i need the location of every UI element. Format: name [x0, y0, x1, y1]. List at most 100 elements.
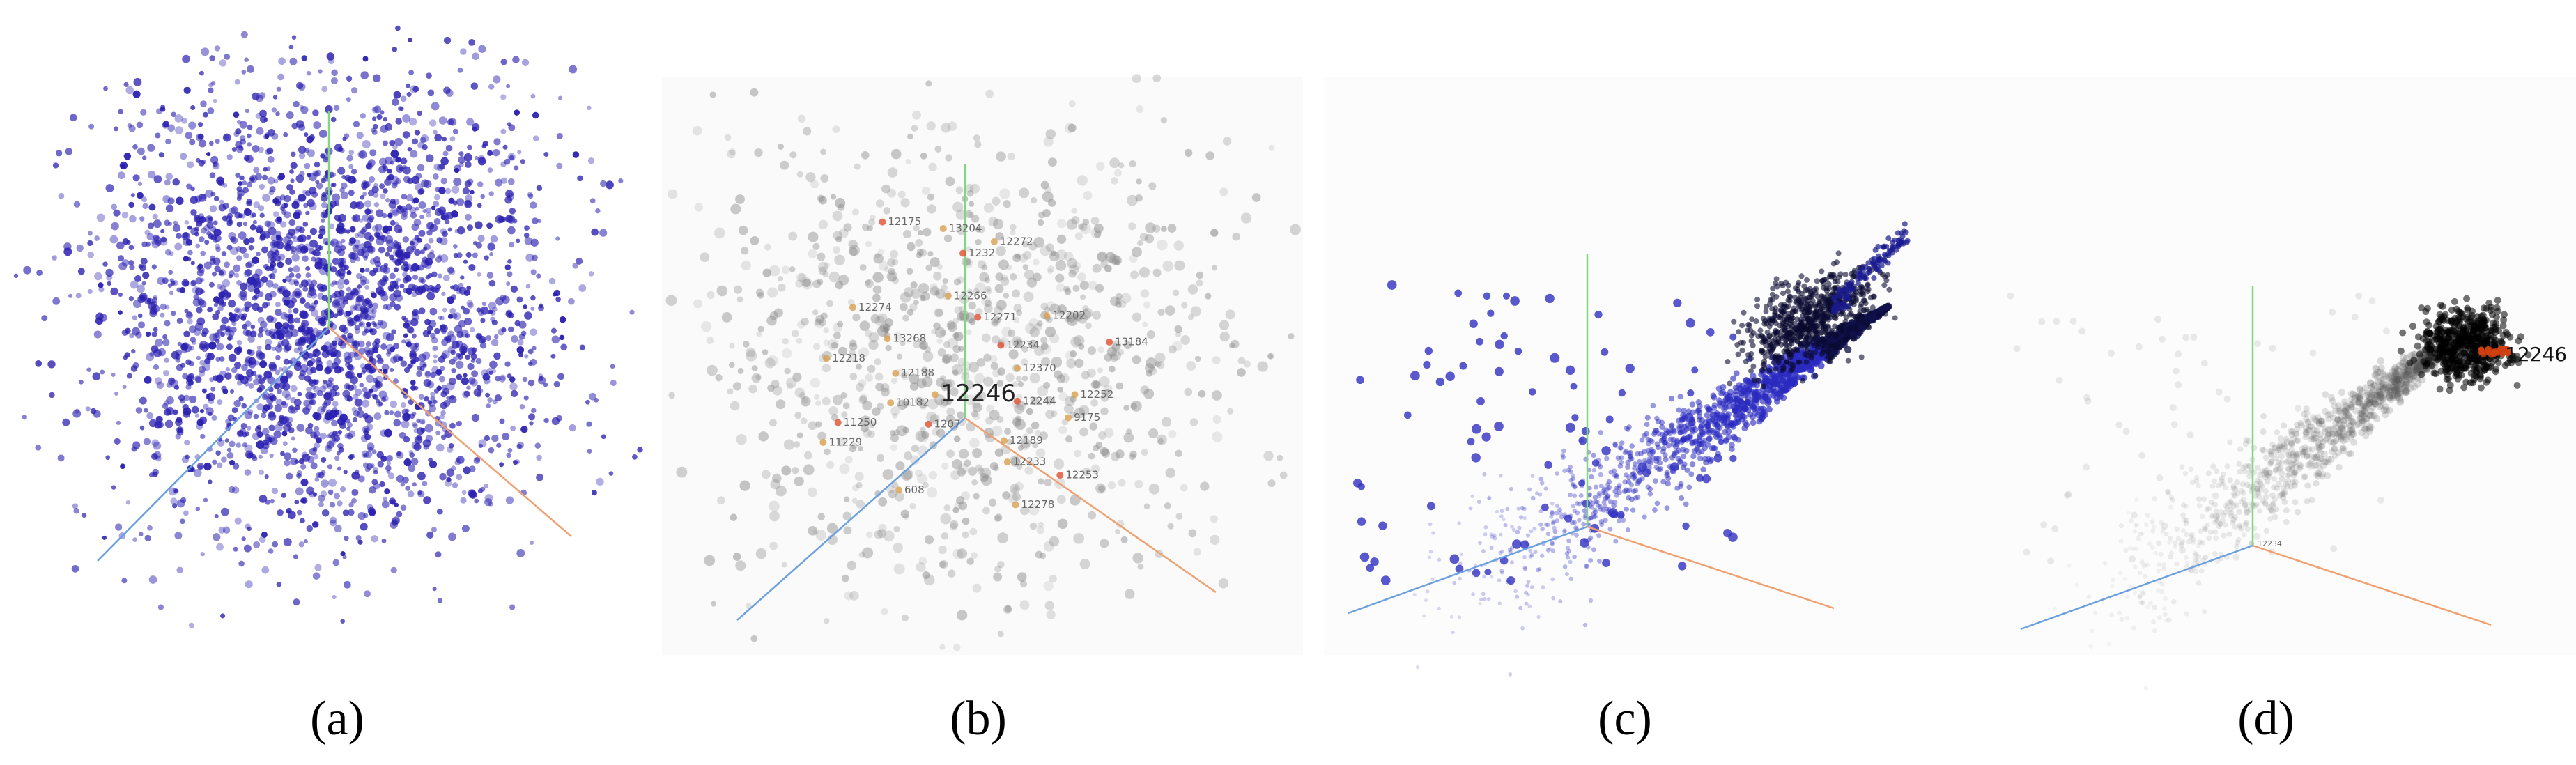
point [293, 554, 299, 559]
point [465, 354, 470, 360]
point [320, 153, 325, 159]
point [196, 463, 204, 470]
point [321, 509, 330, 517]
point [463, 289, 470, 296]
point [314, 564, 322, 571]
point [267, 155, 275, 163]
point [403, 435, 410, 443]
point [222, 289, 229, 295]
point [176, 233, 182, 239]
point [102, 535, 107, 540]
point [147, 222, 154, 229]
point [468, 39, 475, 46]
point [118, 109, 123, 115]
point [208, 479, 213, 484]
point [346, 97, 351, 102]
point [442, 274, 450, 281]
point [474, 498, 479, 504]
point [281, 416, 290, 424]
point [190, 209, 197, 216]
point [293, 307, 299, 314]
point [228, 231, 236, 240]
point [344, 433, 350, 439]
point [292, 447, 298, 454]
point [272, 541, 278, 548]
point [114, 438, 121, 445]
point [466, 224, 473, 231]
point [174, 242, 183, 251]
point [431, 102, 440, 111]
point [311, 191, 318, 198]
point [403, 176, 410, 183]
point [251, 371, 257, 377]
point [559, 316, 566, 323]
point [96, 213, 105, 222]
point [467, 302, 474, 309]
point [198, 236, 205, 242]
point [461, 350, 465, 355]
point [418, 394, 425, 400]
point [365, 162, 373, 170]
point [332, 183, 337, 187]
point [187, 225, 192, 230]
point [187, 318, 193, 325]
point [258, 454, 263, 459]
point [471, 347, 477, 353]
point [129, 333, 134, 339]
point [484, 494, 493, 502]
point [169, 291, 174, 295]
point [36, 270, 43, 276]
point [589, 392, 596, 401]
point [305, 265, 311, 271]
point [530, 328, 537, 337]
point [454, 229, 459, 233]
point [466, 300, 474, 307]
point [390, 499, 396, 505]
point [244, 469, 252, 476]
point [220, 507, 229, 516]
point [377, 279, 385, 288]
point [283, 441, 288, 447]
point [332, 385, 339, 392]
point [162, 403, 169, 410]
point [145, 331, 151, 337]
point [259, 360, 268, 369]
point [579, 344, 585, 350]
point [276, 216, 282, 222]
point [262, 194, 270, 202]
point [362, 185, 367, 190]
point [504, 264, 511, 270]
point [381, 500, 390, 509]
point [350, 384, 357, 391]
point [309, 227, 318, 235]
point [388, 201, 396, 209]
point [198, 366, 206, 373]
point [160, 312, 165, 318]
point [151, 304, 160, 314]
point [530, 306, 535, 311]
point [291, 436, 295, 441]
point [292, 236, 299, 243]
point [116, 241, 125, 250]
point [247, 526, 252, 532]
point [468, 377, 476, 385]
point [366, 463, 373, 470]
point [429, 460, 438, 468]
point [390, 301, 396, 307]
point [465, 333, 470, 339]
point [265, 148, 271, 155]
point [288, 272, 295, 278]
point [449, 307, 456, 314]
point [226, 343, 233, 350]
point [425, 154, 434, 162]
point [348, 454, 354, 461]
point [451, 210, 458, 218]
point [340, 182, 348, 190]
point [207, 307, 213, 313]
point [236, 255, 242, 261]
point [298, 458, 305, 465]
point [509, 604, 516, 610]
point [88, 123, 95, 130]
point [364, 231, 372, 240]
point [181, 343, 187, 349]
